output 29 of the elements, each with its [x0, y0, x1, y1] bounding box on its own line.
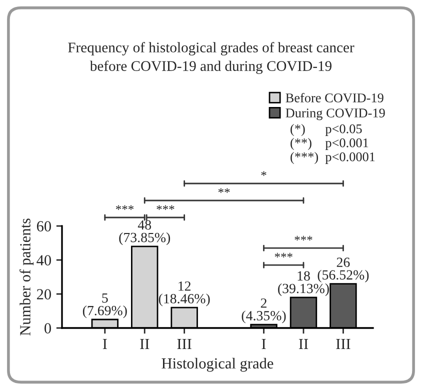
- data-label: 48 (73.85%): [119, 220, 170, 246]
- y-tick-label: 20: [36, 289, 51, 300]
- data-label: 12 (18.46%): [158, 281, 210, 306]
- data-label: 2 (4.35%): [242, 298, 286, 324]
- x-tick-label: III: [336, 339, 350, 350]
- chart-title: Frequency of histological grades of breast cancer before COVID-19 and during COVID-19: [68, 42, 354, 74]
- text: (**) p<0.001: [290, 138, 368, 150]
- x-tick-label: II: [298, 339, 308, 350]
- y-tick-label: 0: [44, 323, 51, 334]
- text: *: [261, 171, 266, 176]
- y-axis-title: Number of patients: [20, 218, 34, 336]
- y-tick-label: 60: [36, 221, 51, 232]
- x-tick-label: I: [102, 339, 107, 350]
- legend-label: Before COVID-19: [286, 92, 384, 102]
- text: (***) p<0.0001: [290, 152, 375, 164]
- legend-label: During COVID-19: [286, 108, 385, 120]
- text: **: [218, 188, 230, 193]
- x-tick-label: II: [140, 339, 150, 350]
- text: ***: [116, 205, 134, 210]
- text: ***: [156, 205, 174, 210]
- data-label: 5 (7.69%): [82, 293, 127, 318]
- x-axis-title: Histological grade: [162, 358, 274, 372]
- x-tick-label: III: [177, 339, 192, 350]
- annotation: ***: [294, 236, 312, 240]
- annotation: ***: [274, 252, 292, 258]
- x-tick-label: I: [262, 339, 266, 350]
- y-tick-label: 40: [36, 255, 51, 266]
- text: (*) p<0.05: [290, 124, 362, 136]
- data-label: 26 (56.52%): [318, 258, 369, 282]
